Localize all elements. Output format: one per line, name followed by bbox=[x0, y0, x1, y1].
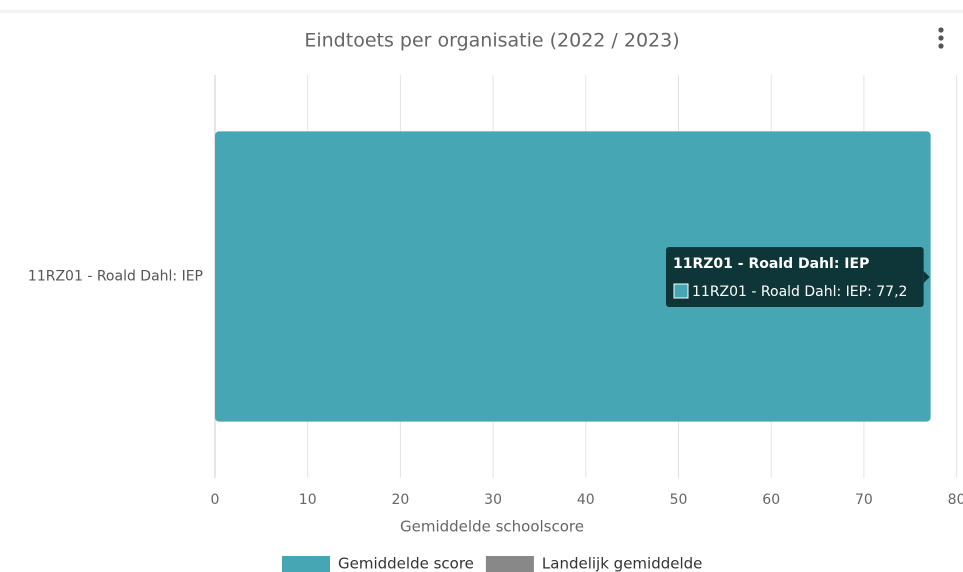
legend-label: Gemiddelde score bbox=[338, 555, 474, 572]
menu-button[interactable] bbox=[938, 27, 944, 49]
x-tick-label: 10 bbox=[299, 492, 317, 508]
tooltip-line: 11RZ01 - Roald Dahl: IEP: 77,2 bbox=[692, 284, 907, 300]
x-tick-label: 40 bbox=[577, 492, 595, 508]
x-tick-label: 60 bbox=[762, 492, 780, 508]
legend-label: Landelijk gemiddelde bbox=[542, 555, 702, 572]
legend-item[interactable]: Landelijk gemiddelde bbox=[485, 555, 702, 572]
x-axis-title: Gemiddelde schoolscore bbox=[400, 518, 584, 536]
x-tick-label: 80 bbox=[948, 492, 963, 508]
tooltip-box bbox=[666, 247, 924, 307]
tooltip-sep: : bbox=[867, 284, 876, 300]
chart-title: Eindtoets per organisatie (2022 / 2023) bbox=[304, 30, 679, 52]
y-tick-label: 11RZ01 - Roald Dahl: IEP bbox=[28, 269, 203, 285]
legend-swatch bbox=[282, 556, 330, 572]
bar bbox=[215, 131, 931, 422]
x-tick-label: 20 bbox=[391, 492, 409, 508]
tooltip-value: 77,2 bbox=[876, 284, 907, 300]
legend-item[interactable]: Gemiddelde score bbox=[282, 555, 474, 572]
x-tick-label: 50 bbox=[670, 492, 688, 508]
x-tick-label: 70 bbox=[855, 492, 873, 508]
top-border bbox=[0, 10, 963, 13]
tooltip-title: 11RZ01 - Roald Dahl: IEP bbox=[673, 256, 869, 272]
tooltip-pointer bbox=[923, 271, 930, 283]
tooltip-category: 11RZ01 - Roald Dahl: IEP bbox=[692, 284, 867, 300]
x-tick-label: 0 bbox=[211, 492, 220, 508]
legend-swatch bbox=[485, 556, 534, 572]
x-tick-label: 30 bbox=[484, 492, 502, 508]
tooltip-swatch bbox=[673, 283, 689, 299]
